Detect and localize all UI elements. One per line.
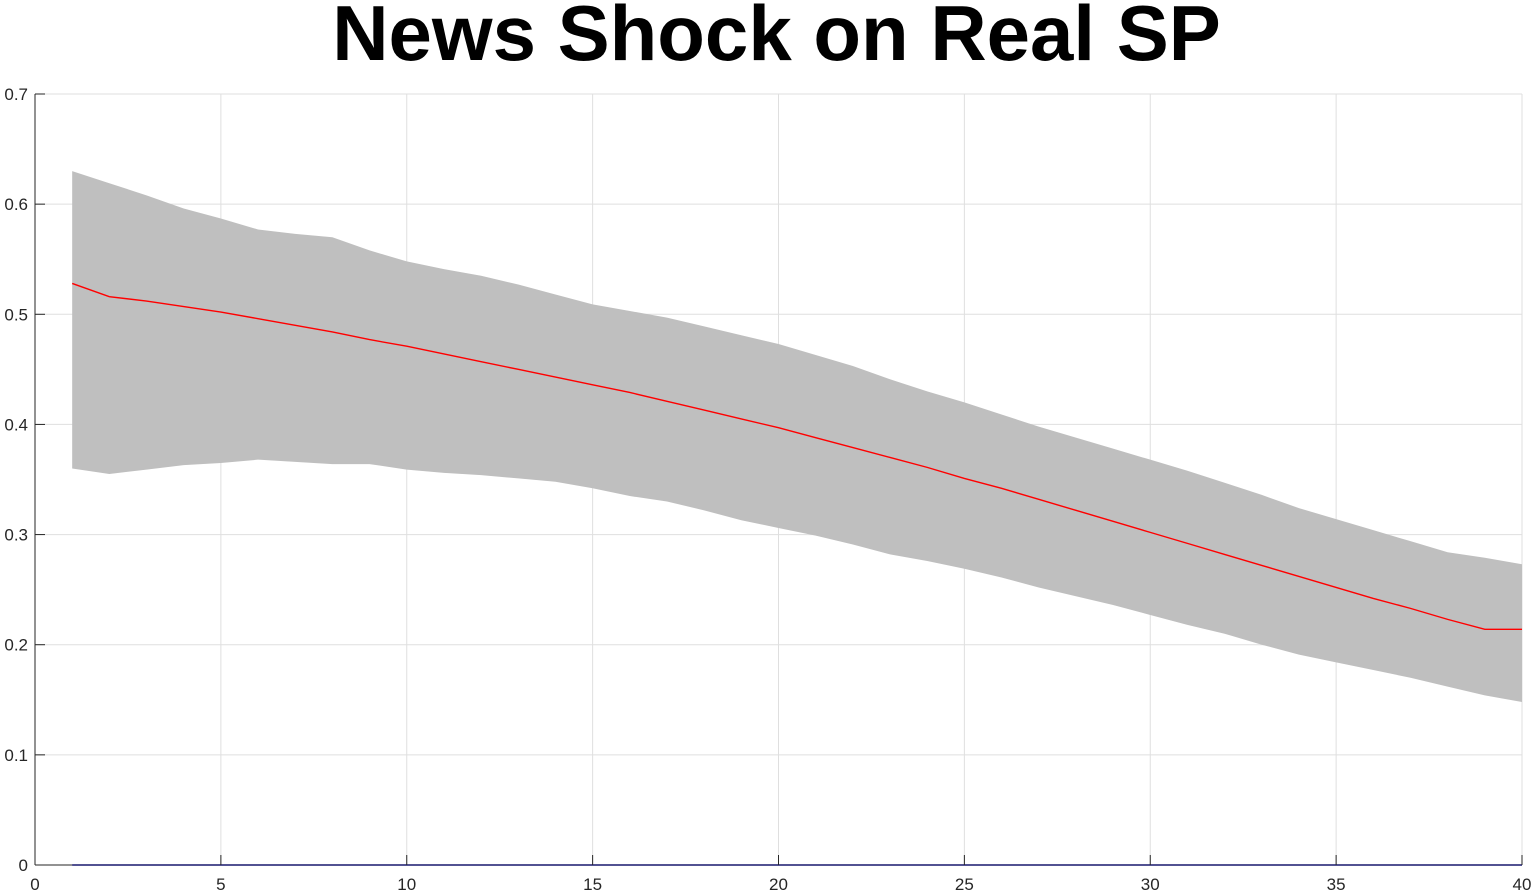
median-response-line: [71, 282, 1522, 630]
x-tick-label: 10: [397, 875, 416, 893]
y-tick-label: 0.1: [4, 746, 28, 765]
x-tick-label: 20: [769, 875, 788, 893]
y-tick-label: 0.6: [4, 195, 28, 214]
y-tick-label: 0.3: [4, 526, 28, 545]
y-tick-label: 0.2: [4, 636, 28, 655]
x-tick-label: 35: [1327, 875, 1346, 893]
y-tick-label: 0: [19, 856, 28, 875]
x-tick-label: 30: [1141, 875, 1160, 893]
y-tick-label: 0.4: [4, 415, 28, 434]
axes: [34, 93, 1523, 866]
x-tick-label: 5: [216, 875, 225, 893]
x-tick-label: 15: [583, 875, 602, 893]
confidence-bands: [72, 171, 1522, 702]
y-tick-labels: 0 0.1 0.2 0.3 0.4 0.5 0.6 0.7: [4, 85, 28, 875]
x-tick-label: 40: [1513, 875, 1532, 893]
confidence-band: [72, 171, 1522, 702]
y-tick-label: 0.5: [4, 305, 28, 324]
chart-title: News Shock on Real SP: [332, 0, 1221, 77]
x-tick-label: 25: [955, 875, 974, 893]
x-tick-labels: 0 5 10 15 20 25 30 35 40: [30, 875, 1531, 893]
y-tick-label: 0.7: [4, 85, 28, 104]
x-tick-label: 0: [30, 875, 39, 893]
